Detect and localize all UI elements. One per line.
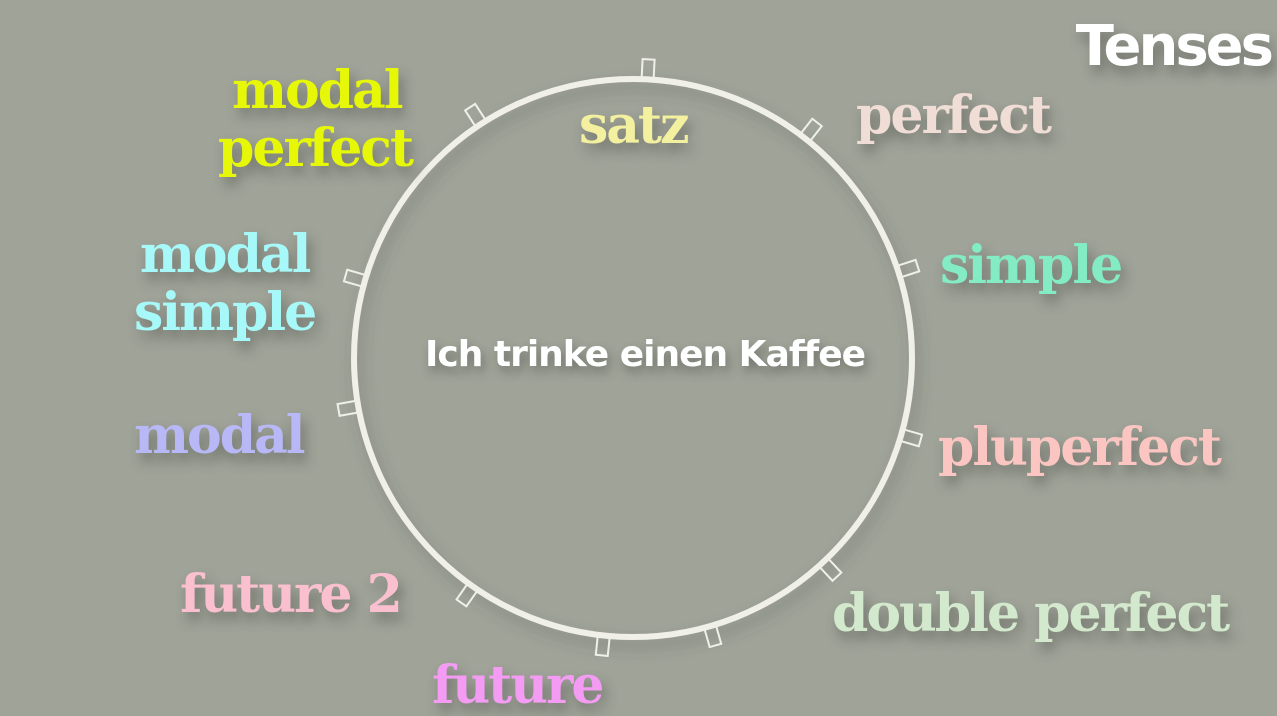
label-simple: simple (940, 238, 1121, 294)
label-satz-text: satz (579, 98, 688, 154)
label-future-2: future 2 (180, 567, 401, 623)
label-modal-text: modal (134, 408, 304, 464)
label-modal: modal (134, 408, 304, 464)
label-modal-perfect: modal perfect (218, 62, 412, 178)
label-future: future (432, 658, 602, 714)
label-satz: satz (579, 98, 688, 154)
label-modal-simple: modal simple (134, 226, 315, 342)
wheel-tick (457, 583, 478, 606)
label-future-2-text: future 2 (180, 567, 401, 623)
label-modal-perfect-line-2: perfect (218, 120, 412, 178)
wheel-tick (465, 104, 486, 127)
label-future-text: future (432, 658, 602, 714)
label-pluperfect: pluperfect (938, 420, 1220, 476)
label-double-perfect: double perfect (832, 586, 1228, 642)
page-title: Tenses (1076, 14, 1271, 79)
label-simple-text: simple (940, 238, 1121, 294)
label-pluperfect-text: pluperfect (938, 420, 1220, 476)
label-modal-simple-line-2: simple (134, 284, 315, 342)
center-sentence: Ich trinke einen Kaffee (400, 334, 890, 375)
label-modal-simple-line-1: modal (134, 226, 315, 284)
label-double-perfect-text: double perfect (832, 586, 1228, 642)
label-perfect: perfect (856, 88, 1050, 144)
label-perfect-text: perfect (856, 88, 1050, 144)
label-modal-perfect-line-1: modal (218, 62, 412, 120)
